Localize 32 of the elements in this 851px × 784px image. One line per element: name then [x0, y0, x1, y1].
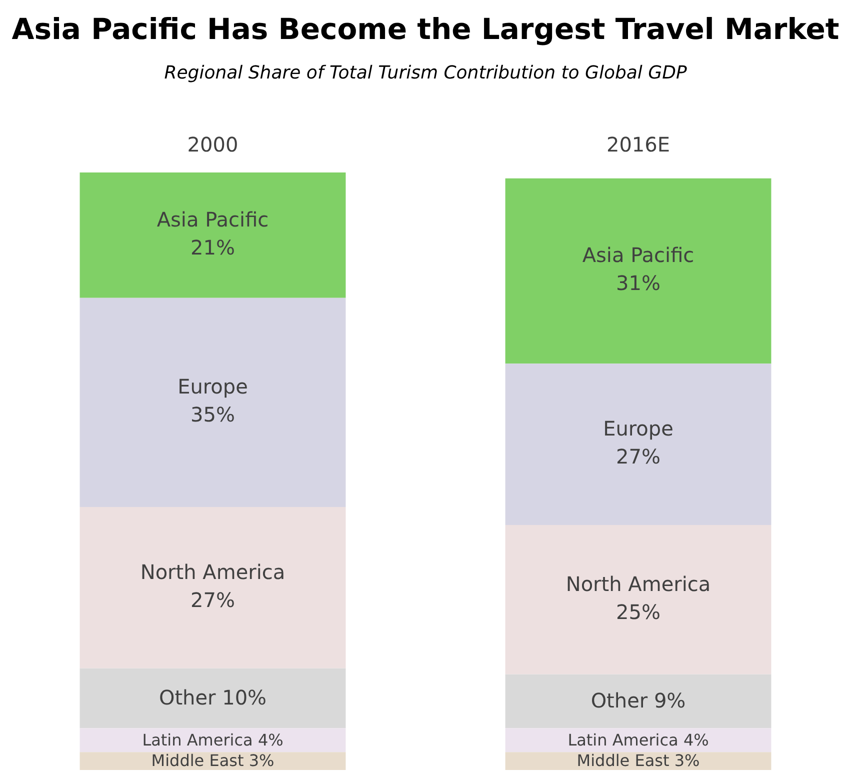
series-label: Asia Pacific	[156, 207, 269, 232]
bar	[505, 364, 772, 525]
series-label: Europe	[603, 416, 674, 441]
text: Middle East 3%	[576, 751, 700, 770]
text: Europe	[178, 374, 248, 399]
bar	[505, 524, 772, 674]
bar	[80, 298, 346, 508]
text: Other 9%	[590, 688, 686, 712]
bar	[505, 728, 772, 752]
data-label: 31%	[616, 271, 660, 296]
data-label: 25%	[616, 600, 660, 624]
text: Middle East 3%	[151, 751, 274, 770]
text: Other 10%	[158, 685, 267, 710]
bar	[505, 674, 772, 728]
bar	[80, 172, 346, 298]
x-tick-label: 2016E	[606, 132, 670, 157]
text: Latin America 4%	[568, 730, 709, 750]
text: Asia Pacific	[582, 243, 694, 268]
bar	[80, 668, 346, 728]
data-label: 21%	[190, 235, 235, 260]
data-label: 35%	[190, 402, 235, 427]
bar	[80, 507, 346, 668]
text: Latin America 4%	[142, 730, 284, 750]
bar	[80, 728, 346, 752]
series-label: North America	[566, 572, 711, 596]
bar	[505, 178, 772, 364]
text: North America	[140, 560, 286, 584]
x-tick-label: 2000	[187, 132, 238, 157]
data-label: 27%	[190, 588, 235, 612]
chart-subtitle: Regional Share of Total Turism Contribution to Global GDP	[164, 62, 687, 84]
chart-title: Asia Pacific Has Become the Largest Travel Market	[12, 12, 840, 46]
data-label: 27%	[616, 444, 660, 469]
